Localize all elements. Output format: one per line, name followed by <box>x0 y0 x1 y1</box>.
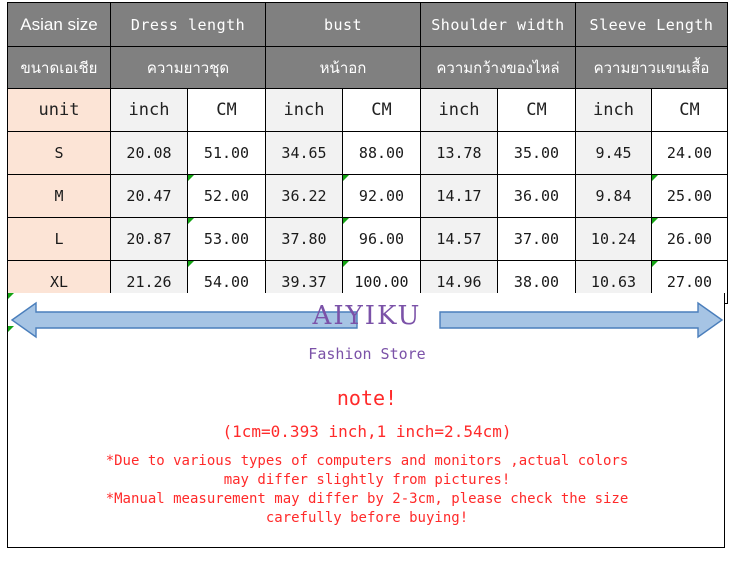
disclaimer-line: *Due to various types of computers and m… <box>105 453 629 469</box>
unit-label: unit <box>7 88 111 132</box>
unit-cell-cm-sleeve: CM <box>651 88 728 132</box>
cell-bust-inch: 34.65 <box>265 131 343 175</box>
cell-dress-inch: 20.08 <box>110 131 188 175</box>
unit-cell-cm-dress: CM <box>187 88 266 132</box>
cell-dress-cm: 52.00 <box>187 174 266 218</box>
right-arrow-shape <box>439 301 724 339</box>
left-arrow-shape <box>10 301 358 339</box>
size-chart-table: Asian size Dress length bust Shoulder wi… <box>7 2 728 304</box>
note-title: note! <box>336 386 398 410</box>
header-dress-length: Dress length <box>110 2 266 47</box>
unit-cell-cm-shoulder: CM <box>497 88 576 132</box>
banner-arrow-graphic <box>8 297 726 343</box>
cell-sleeve-inch: 9.84 <box>575 174 652 218</box>
unit-cell-inch-shoulder: inch <box>420 88 498 132</box>
unit-cell-cm-bust: CM <box>342 88 421 132</box>
table-header-row-thai: ขนาดเอเชีย ความยาวชุด หน้าอก ความกว้างขอ… <box>7 46 728 89</box>
cell-dress-cm: 53.00 <box>187 217 266 261</box>
cell-bust-inch: 37.80 <box>265 217 343 261</box>
cell-dress-inch: 20.87 <box>110 217 188 261</box>
cell-bust-inch: 36.22 <box>265 174 343 218</box>
header-bust: bust <box>265 2 421 47</box>
unit-conversion-note: (1cm=0.393 inch,1 inch=2.54cm) <box>222 422 512 441</box>
cell-shoulder-inch: 13.78 <box>420 131 498 175</box>
table-header-row-english: Asian size Dress length bust Shoulder wi… <box>7 2 728 47</box>
unit-cell-inch-dress: inch <box>110 88 188 132</box>
cell-bust-cm: 88.00 <box>342 131 421 175</box>
cell-sleeve-cm: 26.00 <box>651 217 728 261</box>
table-row: S 20.08 51.00 34.65 88.00 13.78 35.00 9.… <box>7 131 728 175</box>
header-bust-thai: หน้าอก <box>265 46 421 89</box>
table-row: M 20.47 52.00 36.22 92.00 14.17 36.00 9.… <box>7 174 728 218</box>
header-shoulder-width-thai: ความกว้างของไหล่ <box>420 46 576 89</box>
cell-shoulder-cm: 35.00 <box>497 131 576 175</box>
brand-name: AIYIKU <box>312 301 422 331</box>
header-asian-size-thai: ขนาดเอเชีย <box>7 46 111 89</box>
comment-marker-icon <box>8 326 14 332</box>
header-dress-length-thai: ความยาวชุด <box>110 46 266 89</box>
unit-cell-inch-sleeve: inch <box>575 88 652 132</box>
cell-bust-cm: 92.00 <box>342 174 421 218</box>
disclaimer-line: carefully before buying! <box>265 510 469 526</box>
header-sleeve-length-thai: ความยาวแขนเสื้อ <box>575 46 728 89</box>
header-shoulder-width: Shoulder width <box>420 2 576 47</box>
cell-dress-cm: 51.00 <box>187 131 266 175</box>
cell-sleeve-cm: 24.00 <box>651 131 728 175</box>
table-unit-row: unit inch CM inch CM inch CM inch CM <box>7 88 728 132</box>
disclaimer-text: *Due to various types of computers and m… <box>8 452 726 528</box>
brand-tagline: Fashion Store <box>308 345 426 363</box>
table-row: L 20.87 53.00 37.80 96.00 14.57 37.00 10… <box>7 217 728 261</box>
cell-dress-inch: 20.47 <box>110 174 188 218</box>
cell-shoulder-inch: 14.57 <box>420 217 498 261</box>
comment-marker-icon <box>8 293 14 299</box>
header-asian-size: Asian size <box>7 2 111 47</box>
row-size-label: L <box>7 217 111 261</box>
disclaimer-line: *Manual measurement may differ by 2-3cm,… <box>105 491 629 507</box>
cell-sleeve-cm: 25.00 <box>651 174 728 218</box>
cell-shoulder-cm: 36.00 <box>497 174 576 218</box>
header-sleeve-length: Sleeve Length <box>575 2 728 47</box>
unit-cell-inch-bust: inch <box>265 88 343 132</box>
cell-shoulder-inch: 14.17 <box>420 174 498 218</box>
row-size-label: S <box>7 131 111 175</box>
cell-bust-cm: 96.00 <box>342 217 421 261</box>
cell-sleeve-inch: 10.24 <box>575 217 652 261</box>
cell-sleeve-inch: 9.45 <box>575 131 652 175</box>
disclaimer-line: may differ slightly from pictures! <box>223 472 511 488</box>
note-panel: AIYIKU Fashion Store note! (1cm=0.393 in… <box>7 293 725 548</box>
cell-shoulder-cm: 37.00 <box>497 217 576 261</box>
row-size-label: M <box>7 174 111 218</box>
